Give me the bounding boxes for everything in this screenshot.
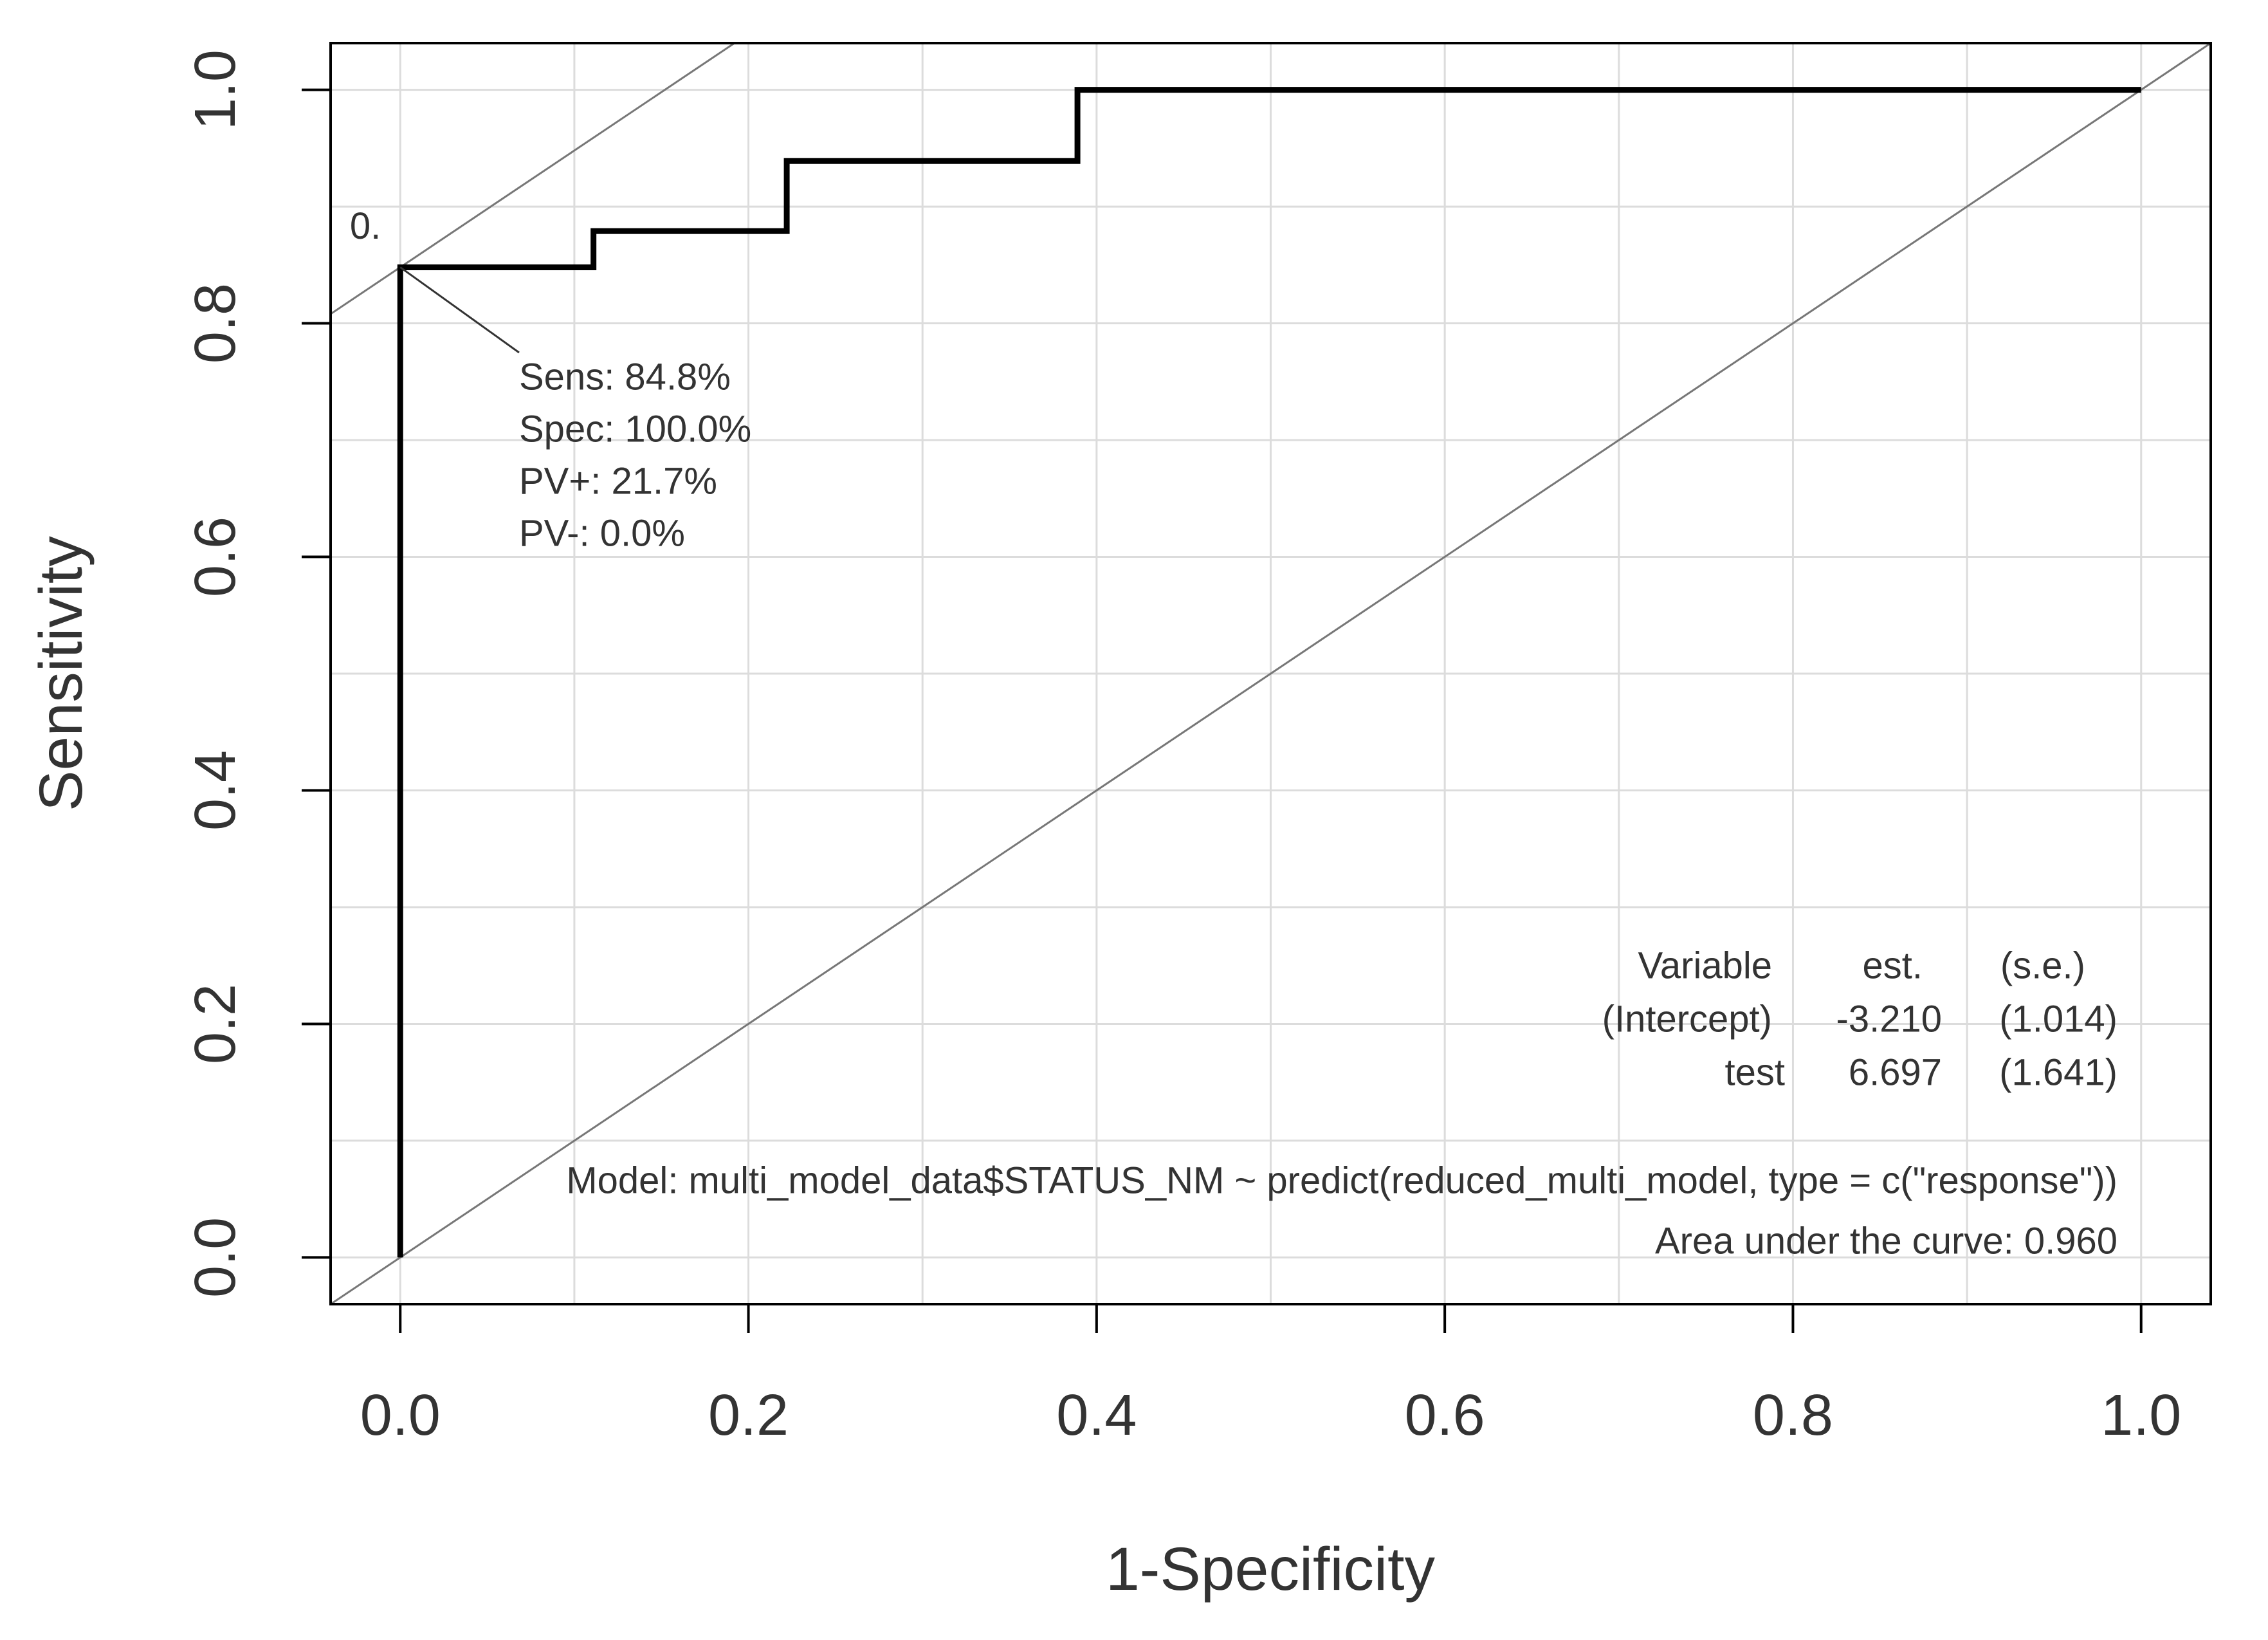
y-tick-label: 0.2 [183,984,248,1064]
x-tick-label: 0.2 [708,1383,789,1448]
roc-curve [397,87,2141,1258]
table-cell: 6.697 [1849,1051,1942,1093]
optimal-pointer [399,266,520,354]
model-formula: Model: multi_model_data$STATUS_NM ~ pred… [566,1159,2117,1201]
table-header: Variable [1638,944,1773,986]
y-tick-label: 0.0 [183,1217,248,1298]
y-tick-label: 0.8 [183,283,248,364]
plot-area: 0. Sens: 84.8% Spec: 100.0% PV+: 21.7% PV-: … [331,43,2211,1304]
x-tick-label: 1.0 [2101,1383,2181,1448]
table-cell: (1.014) [1999,998,2117,1040]
cutoff-label: 0. [350,205,381,247]
table-cell: -3.210 [1836,998,1942,1040]
y-tick-label: 0.6 [183,517,248,597]
table-cell: (1.641) [1999,1051,2117,1093]
optimal-stat: PV+: 21.7% [519,460,717,502]
optimal-tangent [331,43,736,315]
y-axis-label: Sensitivity [27,536,95,811]
table-header: est. [1863,944,1923,986]
plot-frame [329,42,2212,1305]
y-tick-label: 1.0 [183,50,248,130]
optimal-stat: PV-: 0.0% [519,512,685,554]
x-tick-label: 0.4 [1056,1383,1137,1448]
y-tick-label: 0.4 [183,750,248,831]
x-tick-label: 0.6 [1405,1383,1485,1448]
reference-diagonal [331,43,2211,1304]
table-header: (s.e.) [2000,944,2085,986]
x-tick-label: 0.8 [1753,1383,1833,1448]
x-axis-label: 1-Specificity [1106,1535,1436,1603]
optimal-stat: Spec: 100.0% [519,408,751,450]
auc-label: Area under the curve: 0.960 [1655,1220,2117,1262]
optimal-stat: Sens: 84.8% [519,356,731,398]
table-cell: test [1725,1051,1786,1093]
x-tick-label: 0.0 [360,1383,441,1448]
table-cell: (Intercept) [1602,998,1772,1040]
